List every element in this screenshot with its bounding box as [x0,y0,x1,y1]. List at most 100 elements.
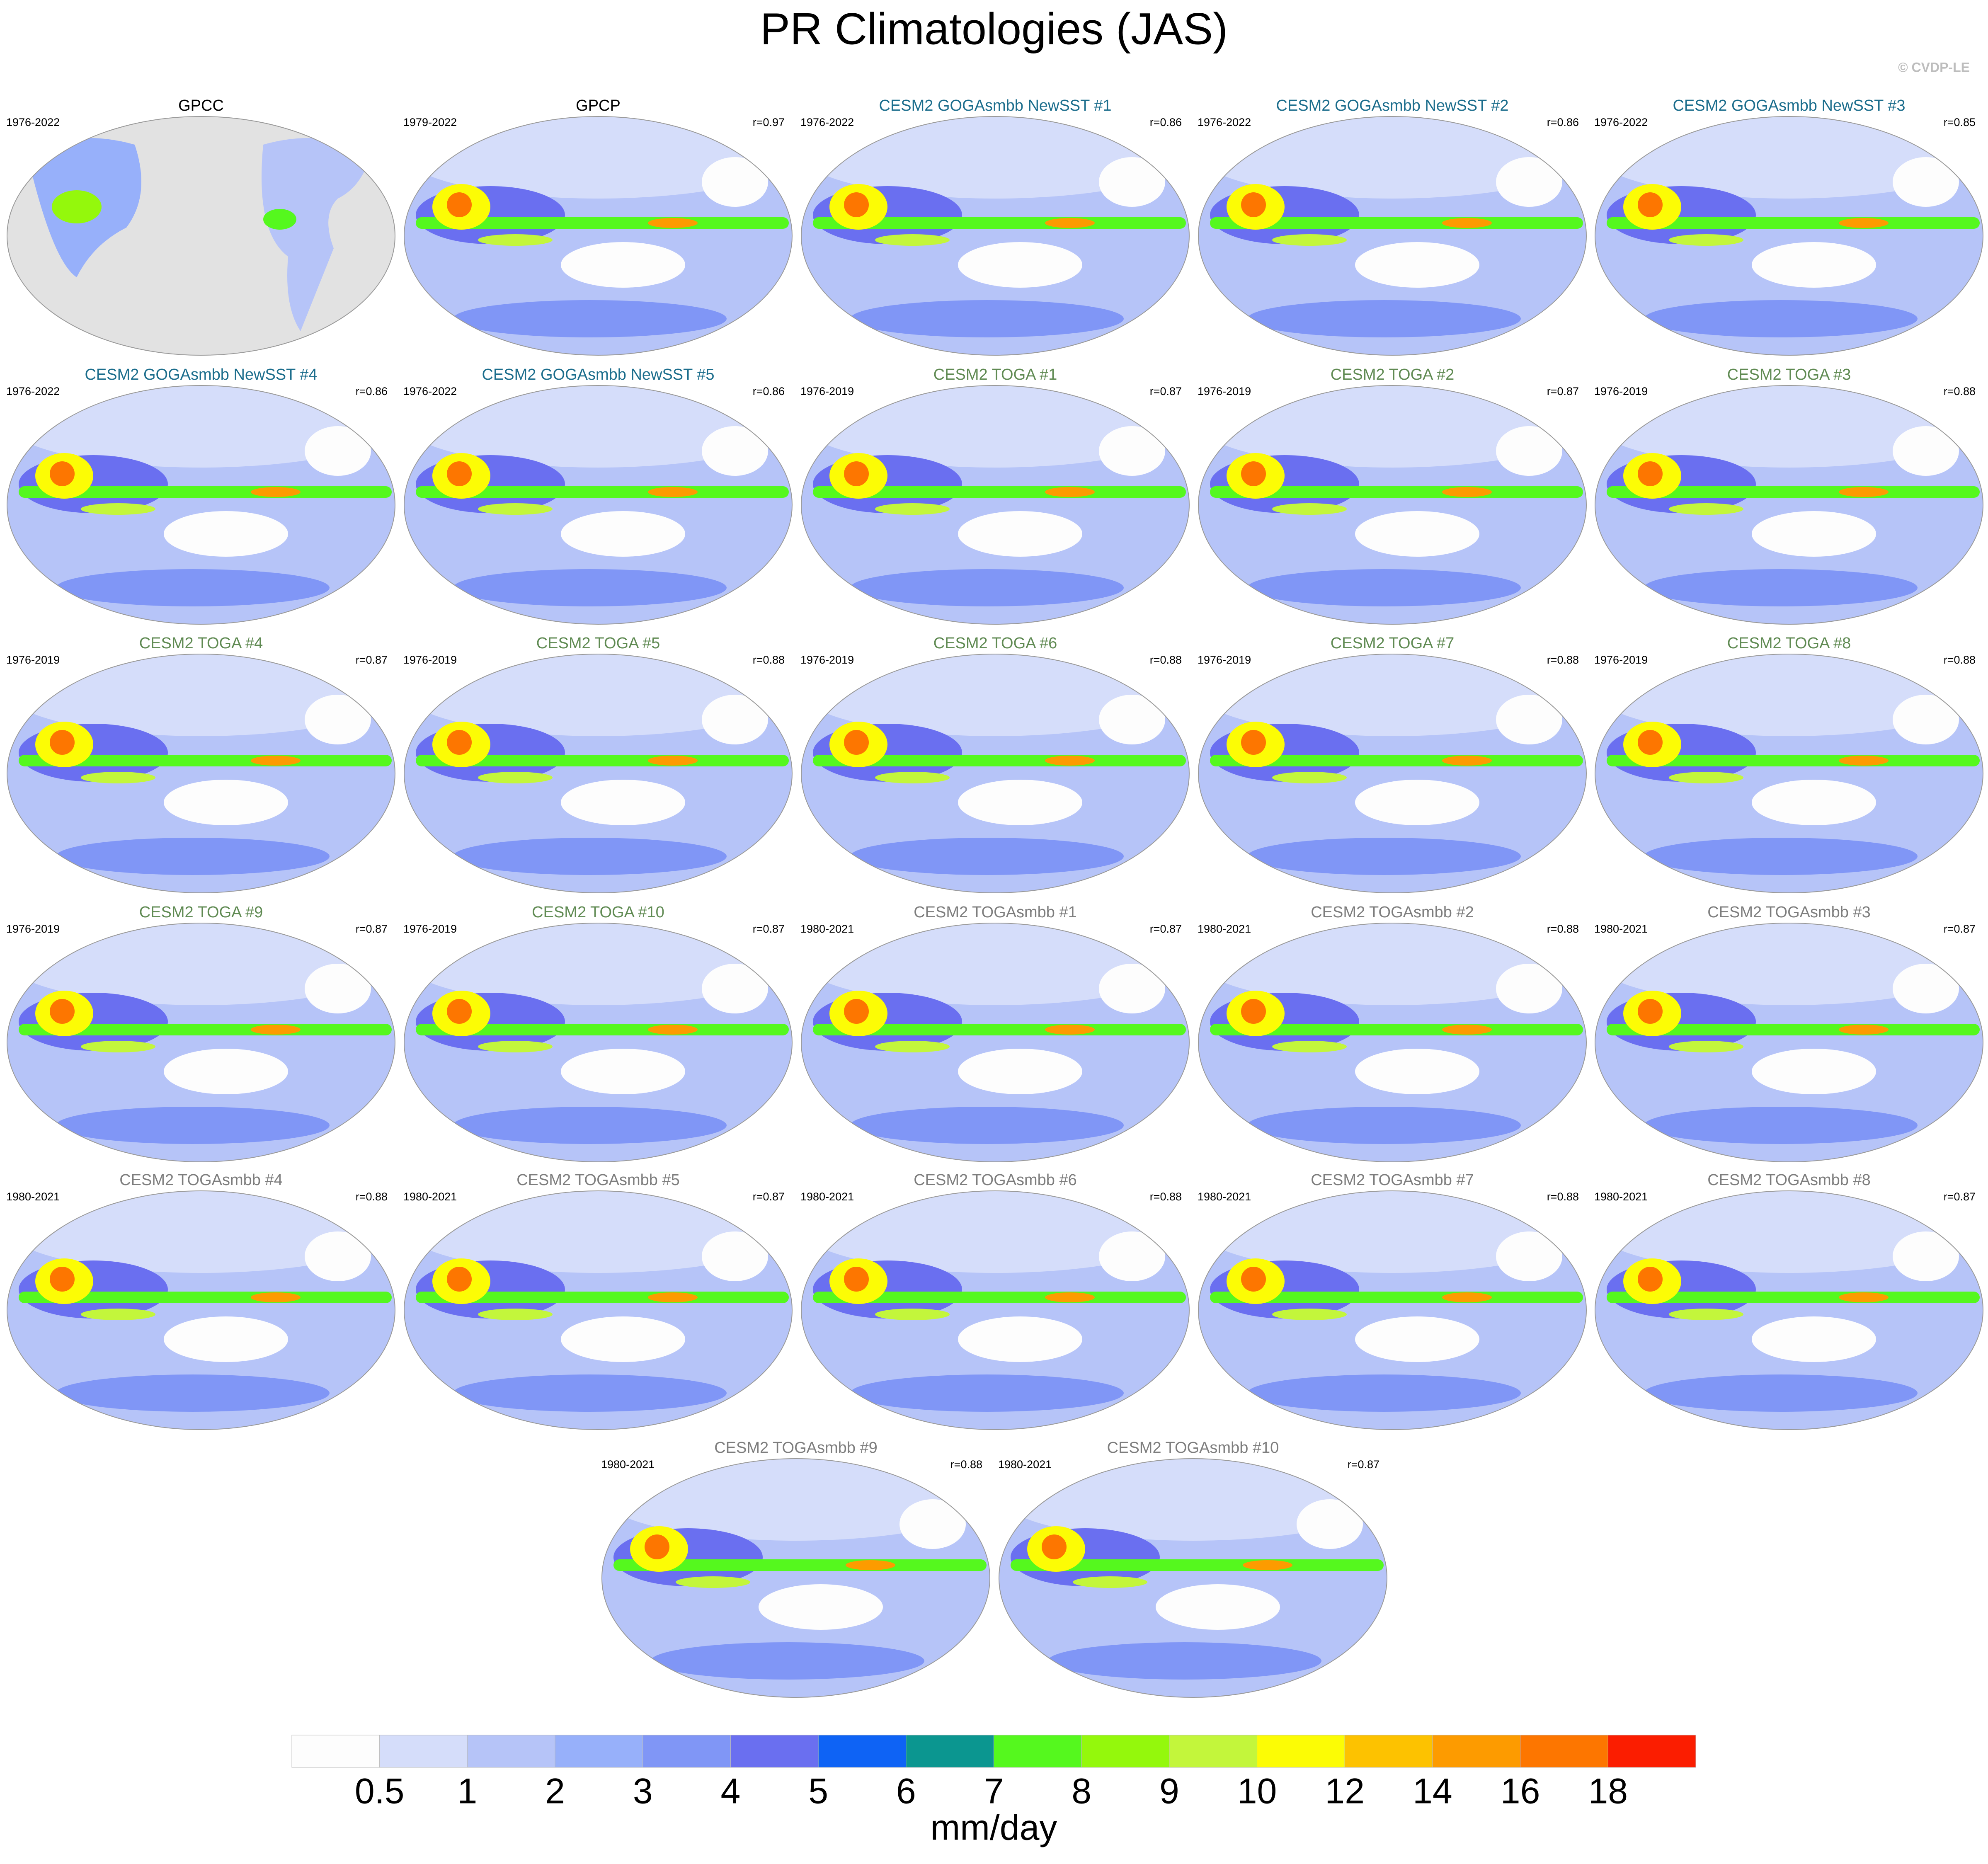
panel-period: 1976-2019 [1198,385,1251,398]
itcz [19,1292,392,1303]
map-panel: CESM2 TOGAsmbb #3 1980-2021 r=0.87 [1594,904,1983,1162]
monsoon-core [447,730,472,755]
map-field [1198,923,1586,1162]
dry-zone [1099,1231,1165,1281]
map-panel: CESM2 GOGAsmbb NewSST #4 1976-2022 r=0.86 [6,366,395,625]
south-band [850,1107,1124,1144]
panel-r: r=0.88 [1150,654,1182,666]
colorbar-tick-label: 3 [633,1772,653,1811]
itcz [1210,1024,1583,1035]
rain-core [52,190,102,223]
itcz [1210,755,1583,766]
spcz [1669,503,1743,515]
dry-zone [958,511,1082,557]
itcz-core [1839,1292,1889,1302]
map-field [404,116,792,355]
colorbar-box [1169,1735,1258,1768]
itcz [813,217,1186,229]
dry-zone [1752,511,1876,557]
colorbar-box [1607,1735,1696,1768]
dry-zone [1893,157,1959,207]
colorbar-tick-label: 8 [1072,1772,1091,1811]
south-band [1644,300,1918,337]
panel-title: CESM2 TOGAsmbb #6 [914,1171,1077,1189]
dry-zone [702,1231,768,1281]
map-outline [601,1458,990,1698]
panel-r: r=0.87 [356,654,388,666]
itcz-core [251,1292,301,1302]
dry-zone [561,511,685,557]
map-outline [801,654,1190,893]
itcz [19,486,392,498]
south-band [850,838,1124,875]
map-panel: CESM2 TOGA #5 1976-2019 r=0.88 [403,635,793,893]
monsoon-core [1241,461,1266,486]
itcz-core [648,1292,698,1302]
dry-zone [1099,964,1165,1013]
south-band [1048,1642,1321,1680]
map-field [801,923,1189,1162]
panel-title: CESM2 TOGA #1 [933,366,1057,383]
dry-zone [561,780,685,825]
monsoon-core [1638,730,1663,755]
monsoon-core [1638,999,1663,1024]
itcz-core [1045,1025,1095,1035]
colorbar-tick-label: 10 [1237,1772,1277,1811]
monsoon-core [844,1267,869,1292]
south-band [56,569,330,606]
dry-zone [958,1316,1082,1362]
colorbar-box [291,1735,380,1768]
map-outline [801,116,1190,356]
dry-zone [1099,426,1165,476]
panel-period: 1980-2021 [998,1458,1052,1471]
panel-period: 1976-2019 [800,654,854,666]
map-panel: CESM2 TOGA #3 1976-2019 r=0.88 [1594,366,1983,625]
map-outline [801,385,1190,625]
monsoon-core [844,461,869,486]
map-panel: CESM2 TOGA #6 1976-2019 r=0.88 [800,635,1190,893]
dry-zone [759,1584,883,1630]
colorbar-box [555,1735,643,1768]
map-field [404,654,792,893]
panel-r: r=0.87 [356,923,388,935]
dry-zone [561,242,685,288]
itcz-core [1243,1560,1292,1570]
panel-title: CESM2 TOGA #2 [1331,366,1455,383]
panel-period: 1976-2019 [1594,654,1648,666]
itcz [416,486,789,498]
itcz-core [648,1025,698,1035]
itcz-core [1442,1292,1492,1302]
map-field [7,116,395,355]
panel-period: 1980-2021 [403,1190,457,1203]
panel-r: r=0.86 [753,385,785,398]
panel-title: GPCC [178,97,224,114]
itcz-core [251,487,301,497]
map-field [7,1191,395,1430]
colorbar-tick-label: 0.5 [355,1772,405,1811]
panel-r: r=0.88 [1944,385,1976,398]
monsoon-core [50,461,75,486]
panel-r: r=0.88 [1547,1190,1579,1203]
spcz [875,772,950,783]
monsoon-core [1638,192,1663,217]
monsoon-core [1241,999,1266,1024]
south-band [56,1107,330,1144]
spcz [1669,1309,1743,1320]
panel-r: r=0.85 [1944,116,1976,128]
dry-zone [1355,1049,1479,1094]
panel-title: CESM2 GOGAsmbb NewSST #4 [85,366,317,383]
spcz [875,503,950,515]
land [262,138,371,331]
itcz [19,755,392,766]
panel-r: r=0.97 [753,116,785,128]
monsoon-core [844,192,869,217]
map-panel: CESM2 TOGAsmbb #2 1980-2021 r=0.88 [1198,904,1587,1162]
south-band [1644,569,1918,606]
south-band [453,838,727,875]
itcz [1210,486,1583,498]
spcz [478,503,553,515]
south-band [1247,569,1521,606]
dry-zone [958,780,1082,825]
map-outline [1198,385,1587,625]
